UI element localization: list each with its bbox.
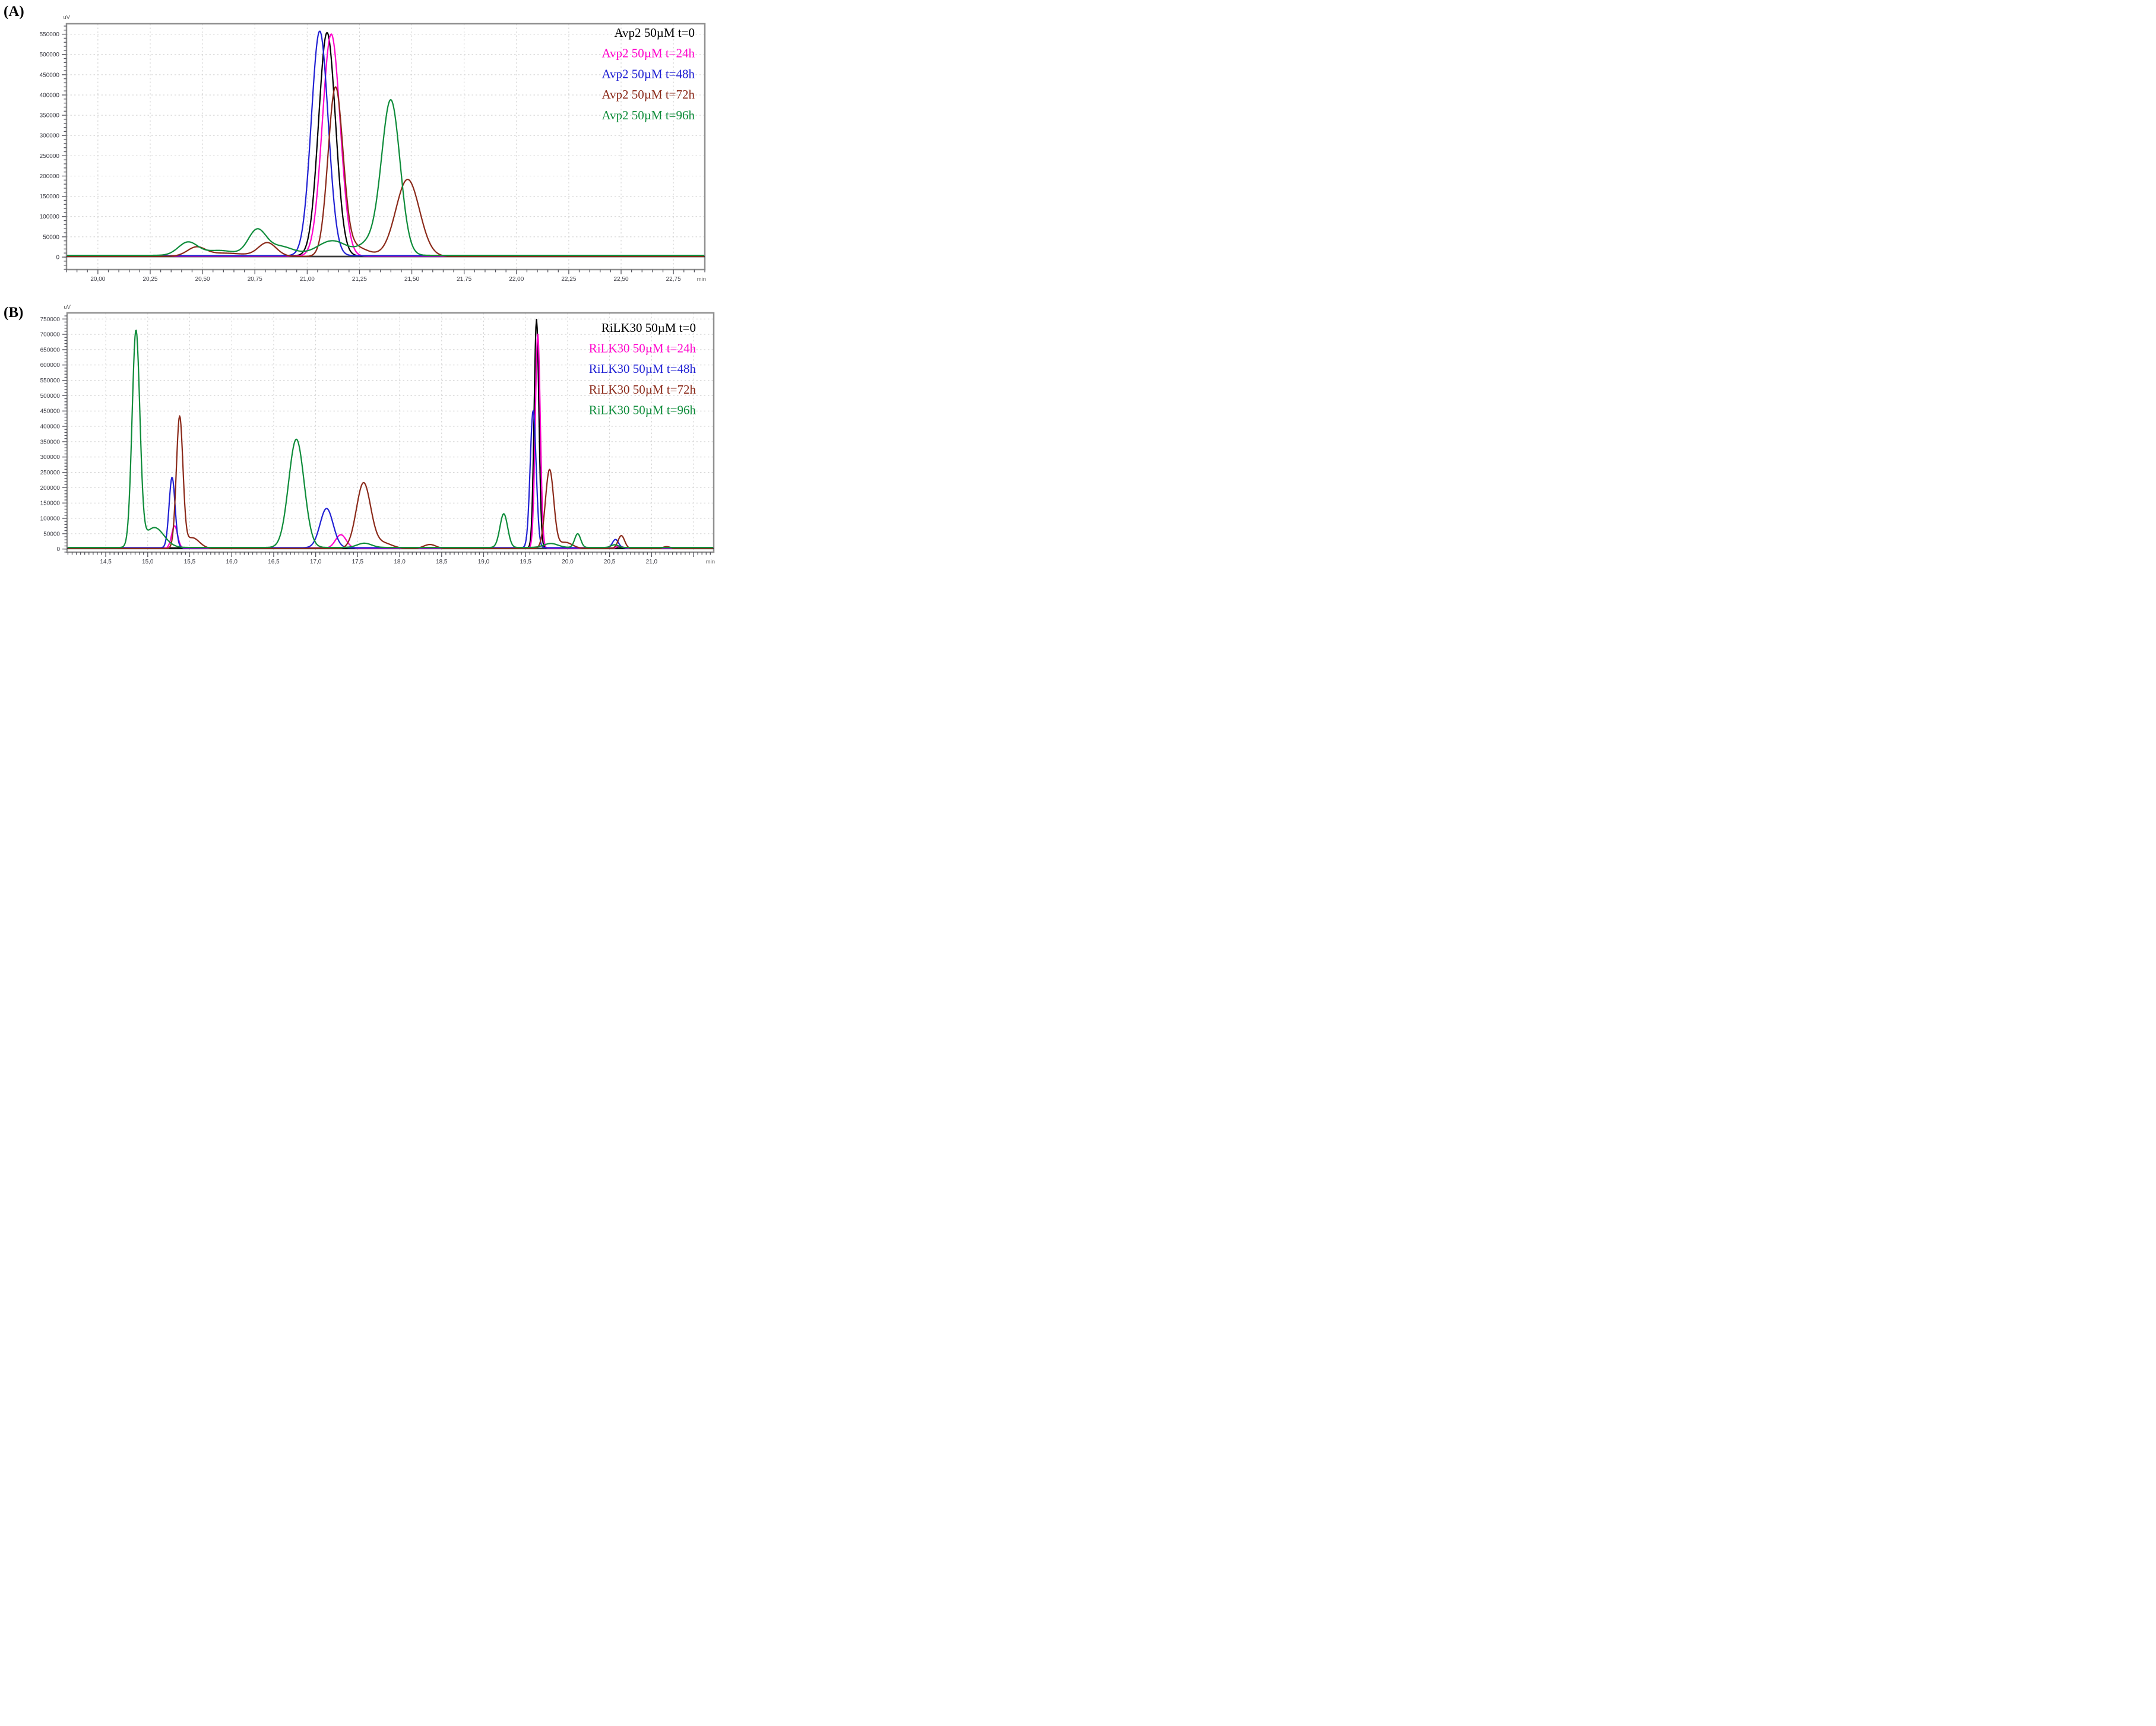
y-tick-label: 50000: [43, 531, 60, 537]
x-tick-label: 20,25: [143, 276, 157, 283]
x-tick-label: 20,0: [562, 559, 574, 565]
y-tick-label: 450000: [40, 408, 61, 415]
y-tick-label: 0: [56, 546, 60, 553]
legend: RiLK30 50µM t=0 RiLK30 50µM t=24h RiLK30 5…: [589, 321, 696, 417]
trace-avp2-50µm-t=0: [67, 31, 704, 257]
y-tick-label: 150000: [40, 194, 60, 200]
y-tick-label: 450000: [40, 72, 60, 78]
trace-rilk30-50µm-t=96h: [68, 330, 713, 549]
x-axis-unit: min: [697, 276, 706, 283]
x-tick-label: 20,00: [90, 276, 105, 283]
x-tick-label: 20,50: [195, 276, 210, 283]
tick-labels: 14,5 15,0 15,5 16,0 16,5 17,0 17,5 18,0 18,5 19,0…: [40, 316, 658, 565]
x-tick-label: 17,0: [310, 559, 322, 565]
x-tick-label: 22,00: [509, 276, 524, 283]
y-tick-label: 550000: [40, 378, 61, 384]
axis-ticks: [62, 315, 711, 557]
y-tick-label: 500000: [40, 393, 61, 400]
y-tick-label: 400000: [40, 424, 61, 430]
grid-lines: [67, 24, 705, 270]
y-tick-label: 700000: [40, 332, 61, 338]
panel-b-label: (B): [4, 305, 24, 321]
legend-entry: Avp2 50µM t=48h: [601, 66, 695, 81]
y-tick-label: 100000: [40, 214, 60, 220]
y-tick-label: 50000: [43, 234, 59, 240]
y-tick-label: 100000: [40, 516, 61, 522]
y-tick-label: 250000: [40, 153, 60, 160]
legend-entry: RiLK30 50µM t=24h: [589, 341, 696, 356]
y-tick-label: 200000: [40, 173, 60, 180]
y-tick-label: 250000: [40, 470, 61, 476]
x-tick-label: 21,0: [646, 559, 658, 565]
legend-entry: RiLK30 50µM t=48h: [589, 362, 696, 376]
figure: (A) 20,00 20,25 20,50 20,75 21,00 21,25 21,50 2…: [0, 0, 719, 579]
y-tick-label: 200000: [40, 485, 61, 492]
y-tick-label: 350000: [40, 439, 61, 445]
legend-entry: Avp2 50µM t=0: [614, 26, 695, 40]
y-tick-label: 750000: [40, 316, 61, 323]
x-tick-label: 21,75: [457, 276, 471, 283]
chromatogram-chart-a: 20,00 20,25 20,50 20,75 21,00 21,25 21,50 21,75…: [40, 14, 706, 283]
traces: [68, 318, 713, 549]
trace-avp2-50µm-t=48h: [67, 30, 704, 256]
x-tick-label: 14,5: [100, 559, 112, 565]
x-tick-label: 21,00: [300, 276, 315, 283]
x-tick-label: 15,0: [142, 559, 154, 565]
x-tick-label: 16,0: [226, 559, 238, 565]
x-tick-label: 21,50: [404, 276, 419, 283]
x-tick-label: 22,25: [561, 276, 576, 283]
trace-rilk30-50µm-t=48h: [68, 410, 713, 549]
x-tick-label: 16,5: [268, 559, 280, 565]
axis-ticks: [62, 26, 705, 274]
x-tick-label: 18,0: [394, 559, 406, 565]
y-tick-label: 0: [56, 255, 59, 261]
x-tick-label: 15,5: [184, 559, 196, 565]
x-tick-label: 19,5: [520, 559, 531, 565]
y-tick-label: 150000: [40, 501, 61, 507]
y-axis-unit: uV: [63, 14, 70, 21]
legend-entry: Avp2 50µM t=72h: [601, 87, 695, 102]
x-tick-label: 20,5: [604, 559, 616, 565]
y-tick-label: 500000: [40, 52, 60, 58]
chromatogram-chart-b: 14,5 15,0 15,5 16,0 16,5 17,0 17,5 18,0 18,5 19,0…: [40, 304, 715, 565]
grid-lines: [67, 313, 714, 552]
x-tick-label: 22,50: [614, 276, 629, 283]
y-axis-unit: uV: [64, 304, 71, 311]
legend-entry: RiLK30 50µM t=0: [601, 321, 696, 335]
y-tick-label: 650000: [40, 347, 61, 353]
x-tick-label: 19,0: [478, 559, 490, 565]
y-tick-label: 600000: [40, 362, 61, 369]
legend-entry: Avp2 50µM t=24h: [601, 46, 695, 61]
x-tick-label: 22,75: [666, 276, 681, 283]
legend: Avp2 50µM t=0 Avp2 50µM t=24h Avp2 50µM t=…: [601, 26, 695, 122]
x-tick-label: 17,5: [352, 559, 364, 565]
legend-entry: RiLK30 50µM t=72h: [589, 382, 696, 397]
trace-avp2-50µm-t=96h: [67, 99, 704, 256]
x-tick-label: 20,75: [248, 276, 262, 283]
panel-a: (A) 20,00 20,25 20,50 20,75 21,00 21,25 21,50 2…: [0, 1, 719, 294]
legend-entry: RiLK30 50µM t=96h: [589, 403, 696, 417]
tick-labels: 20,00 20,25 20,50 20,75 21,00 21,25 21,50 21,75…: [40, 31, 681, 283]
trace-rilk30-50µm-t=72h: [68, 415, 713, 549]
panel-b: (B) 14,5 15,0 15,5 16,0 16,5 17,0 17,5 18,0 18,5…: [0, 302, 719, 573]
panel-a-label: (A): [4, 4, 24, 20]
x-tick-label: 21,25: [352, 276, 367, 283]
plot-border: [65, 23, 706, 271]
x-axis-unit: min: [706, 559, 715, 565]
x-tick-label: 18,5: [436, 559, 448, 565]
trace-avp2-50µm-t=72h: [67, 86, 704, 257]
legend-entry: Avp2 50µM t=96h: [601, 108, 695, 122]
y-tick-label: 300000: [40, 454, 61, 461]
traces: [67, 30, 704, 257]
y-tick-label: 350000: [40, 113, 60, 119]
y-tick-label: 550000: [40, 31, 60, 38]
y-tick-label: 400000: [40, 92, 60, 99]
y-tick-label: 300000: [40, 133, 60, 140]
